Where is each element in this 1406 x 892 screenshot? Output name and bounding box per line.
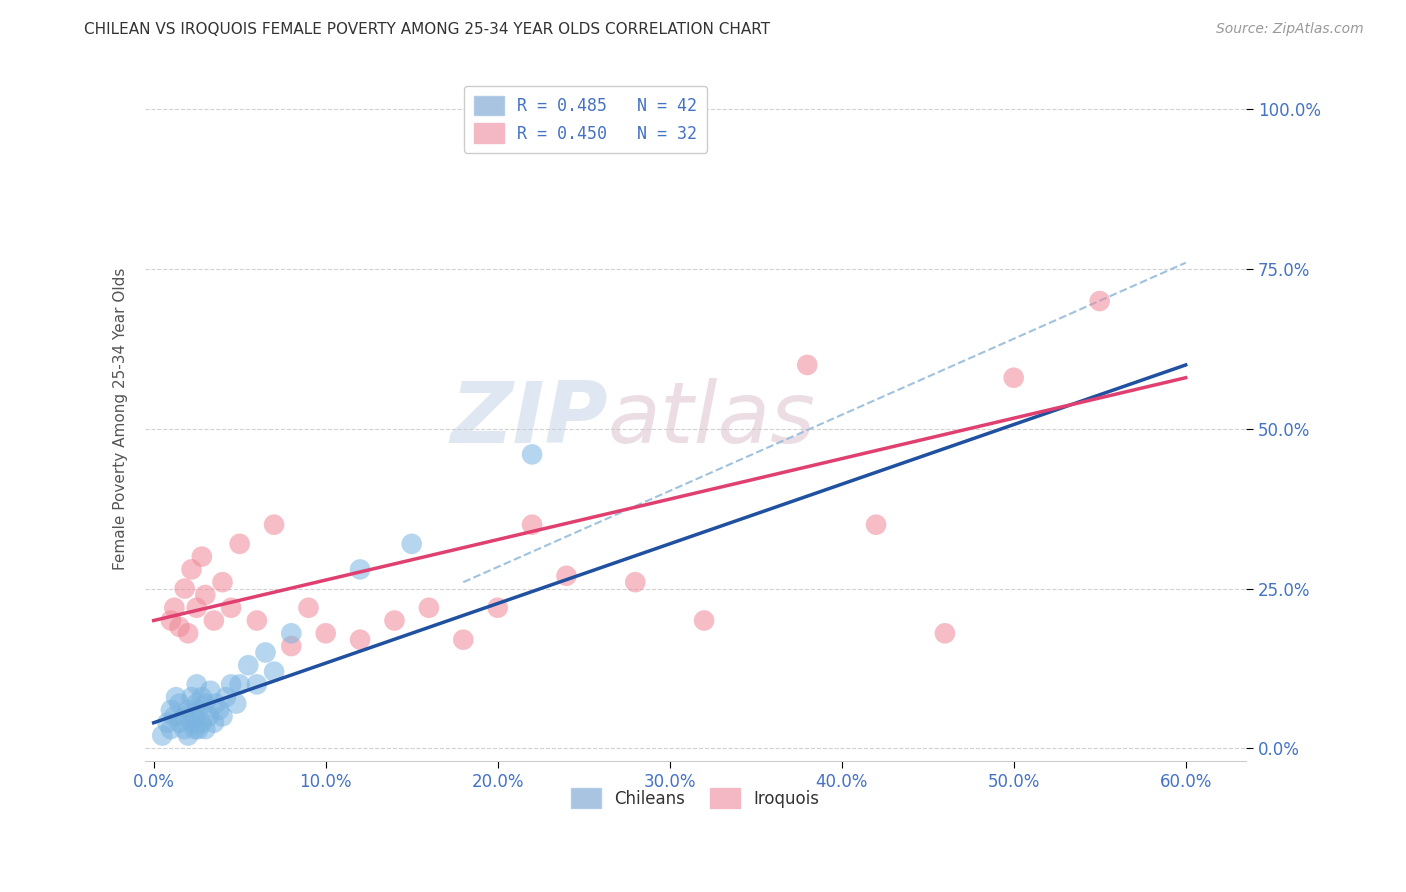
Point <box>177 626 200 640</box>
Point <box>401 537 423 551</box>
Point <box>156 715 179 730</box>
Point <box>194 697 217 711</box>
Point <box>520 517 543 532</box>
Point <box>228 677 250 691</box>
Point <box>177 703 200 717</box>
Point <box>187 703 209 717</box>
Point <box>194 722 217 736</box>
Point <box>384 614 406 628</box>
Point <box>349 562 371 576</box>
Point <box>796 358 818 372</box>
Point <box>191 715 214 730</box>
Point <box>173 582 195 596</box>
Point <box>197 709 219 723</box>
Point <box>177 729 200 743</box>
Point <box>173 722 195 736</box>
Point <box>150 729 173 743</box>
Point <box>186 677 208 691</box>
Y-axis label: Female Poverty Among 25-34 Year Olds: Female Poverty Among 25-34 Year Olds <box>114 268 128 571</box>
Point <box>180 690 202 705</box>
Point <box>225 697 247 711</box>
Point <box>254 645 277 659</box>
Text: ZIP: ZIP <box>450 377 607 461</box>
Point <box>202 715 225 730</box>
Point <box>280 626 302 640</box>
Point <box>202 614 225 628</box>
Point <box>211 709 233 723</box>
Point <box>169 715 191 730</box>
Point <box>173 709 195 723</box>
Text: CHILEAN VS IROQUOIS FEMALE POVERTY AMONG 25-34 YEAR OLDS CORRELATION CHART: CHILEAN VS IROQUOIS FEMALE POVERTY AMONG… <box>84 22 770 37</box>
Point <box>215 690 238 705</box>
Point <box>211 575 233 590</box>
Text: atlas: atlas <box>607 377 815 461</box>
Point <box>194 588 217 602</box>
Point <box>486 600 509 615</box>
Text: Source: ZipAtlas.com: Source: ZipAtlas.com <box>1216 22 1364 37</box>
Point <box>191 690 214 705</box>
Point <box>184 709 207 723</box>
Point <box>693 614 716 628</box>
Point <box>160 722 183 736</box>
Point <box>204 697 226 711</box>
Point <box>246 614 269 628</box>
Point <box>418 600 440 615</box>
Point <box>624 575 647 590</box>
Point <box>263 665 285 679</box>
Point <box>520 447 543 461</box>
Point <box>865 517 887 532</box>
Point <box>219 600 242 615</box>
Legend: Chileans, Iroquois: Chileans, Iroquois <box>565 781 827 814</box>
Point <box>228 537 250 551</box>
Point <box>238 658 260 673</box>
Point <box>200 683 222 698</box>
Point <box>160 703 183 717</box>
Point <box>180 715 202 730</box>
Point <box>208 703 231 717</box>
Point <box>280 639 302 653</box>
Point <box>160 614 183 628</box>
Point <box>186 600 208 615</box>
Point <box>1088 294 1111 309</box>
Point <box>191 549 214 564</box>
Point <box>297 600 319 615</box>
Point <box>219 677 242 691</box>
Point <box>263 517 285 532</box>
Point <box>180 562 202 576</box>
Point <box>163 600 186 615</box>
Point <box>453 632 475 647</box>
Point <box>186 697 208 711</box>
Point <box>555 569 578 583</box>
Point <box>163 709 186 723</box>
Point <box>169 620 191 634</box>
Point <box>169 697 191 711</box>
Point <box>349 632 371 647</box>
Point <box>934 626 956 640</box>
Point <box>184 722 207 736</box>
Point <box>1002 370 1025 384</box>
Point <box>315 626 337 640</box>
Point <box>165 690 187 705</box>
Point <box>246 677 269 691</box>
Point <box>187 722 209 736</box>
